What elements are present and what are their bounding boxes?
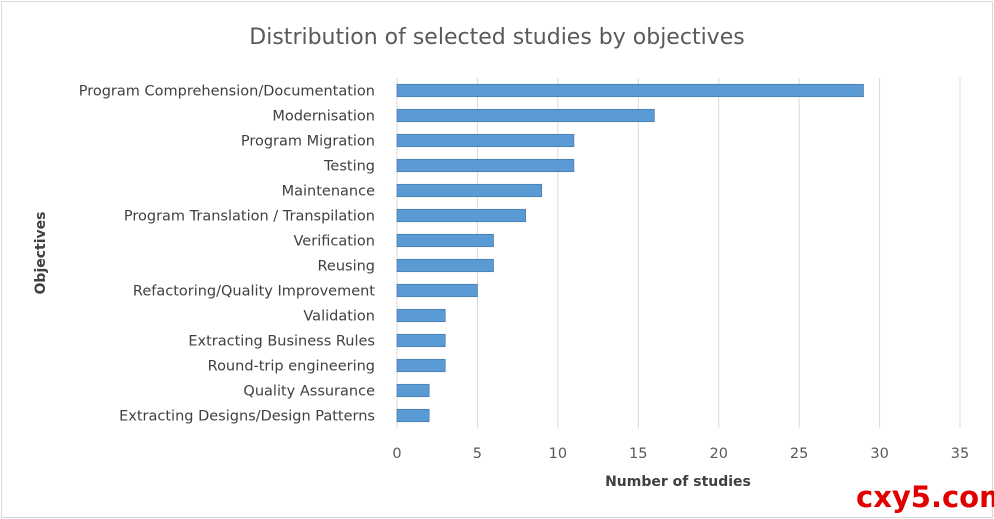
x-tick-label: 30 [870,446,888,462]
category-label: Modernisation [272,109,375,125]
bar [396,233,494,248]
bar [396,133,575,148]
x-tick-label: 20 [709,446,727,462]
bar [396,358,446,373]
bar [396,333,446,348]
category-label: Validation [303,309,375,325]
category-label: Verification [294,234,375,250]
category-label: Extracting Designs/Design Patterns [119,409,375,425]
bar [396,258,494,273]
bar [396,158,575,173]
bar [396,283,478,298]
x-tick-label: 25 [790,446,808,462]
x-tick-labels: 0 5 10 15 20 25 30 35 [392,446,969,462]
x-tick-label: 5 [473,446,482,462]
y-axis-title: Objectives [33,212,49,295]
category-label: Reusing [317,259,375,275]
category-label: Maintenance [282,184,375,200]
category-label: Program Translation / Transpilation [124,209,375,225]
bar [396,108,655,123]
x-tick-label: 35 [951,446,969,462]
bar [396,408,430,423]
x-tick-label: 0 [392,446,401,462]
watermark: cxy5.com [856,480,994,514]
category-label: Program Migration [241,134,375,150]
category-label: Program Comprehension/Documentation [79,84,375,100]
category-label: Quality Assurance [243,384,375,400]
category-label: Extracting Business Rules [188,334,375,350]
chart-title: Distribution of selected studies by obje… [249,25,744,50]
bar [396,383,430,398]
gridlines [396,78,961,428]
x-tick-label: 15 [629,446,647,462]
x-tick-label: 10 [549,446,567,462]
category-label: Refactoring/Quality Improvement [133,284,375,300]
bars [396,83,864,423]
x-axis-title: Number of studies [605,474,751,490]
bar [396,208,526,223]
bar [396,83,864,98]
bar [396,308,446,323]
category-labels: Program Comprehension/Documentation Moder… [79,84,376,425]
bar [396,183,543,198]
category-label: Testing [323,159,375,175]
category-label: Round-trip engineering [208,359,375,375]
